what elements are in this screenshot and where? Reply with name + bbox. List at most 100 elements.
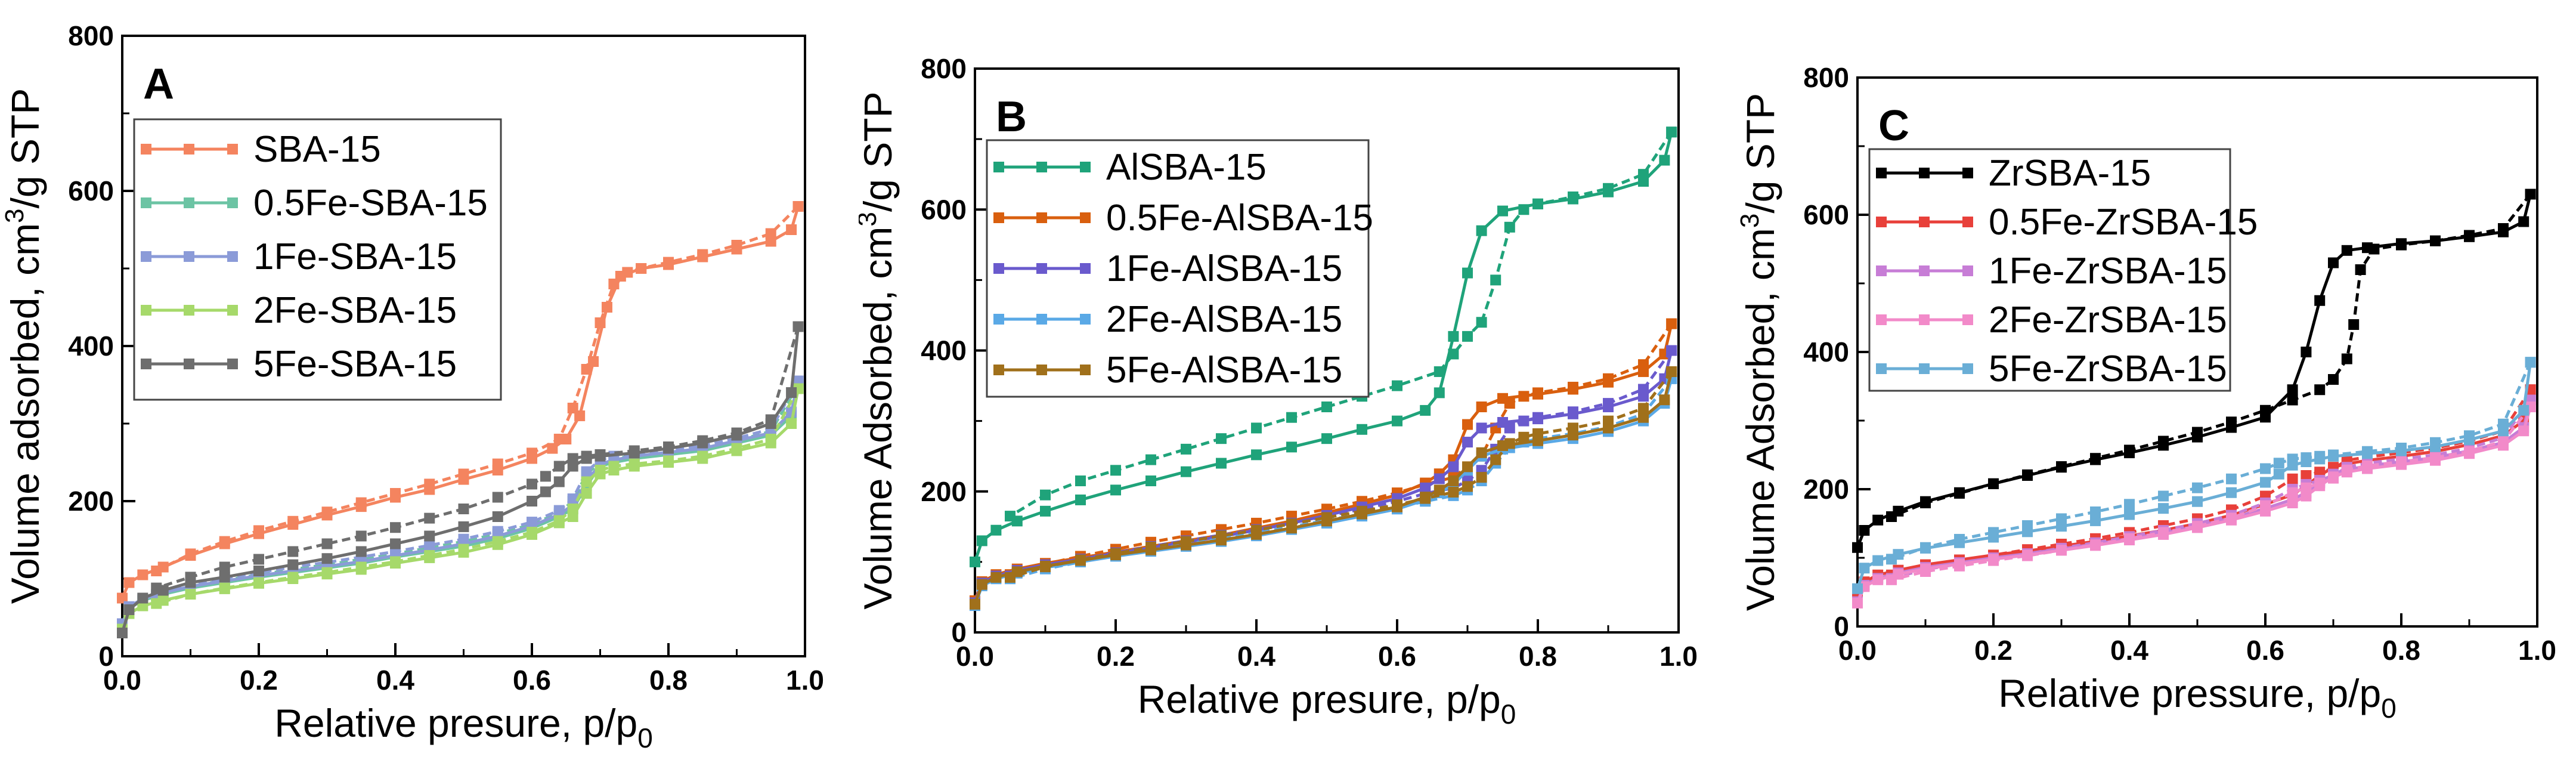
data-point bbox=[137, 569, 148, 580]
legend-marker bbox=[1080, 314, 1091, 325]
data-point bbox=[2287, 487, 2298, 498]
data-point bbox=[1659, 394, 1670, 406]
data-point bbox=[1110, 465, 1121, 476]
x-tick-label: 0.0 bbox=[1838, 635, 1877, 666]
data-point bbox=[492, 492, 503, 503]
data-point bbox=[458, 543, 469, 555]
data-point bbox=[1040, 489, 1051, 501]
panel-b: 0.0 0.2 0.4 0.6 0.8 1.0 0 200 400 600 800 Relative … bbox=[853, 0, 1717, 766]
data-point bbox=[1145, 475, 1156, 487]
x-axis-label-subscript: 0 bbox=[2381, 693, 2397, 724]
legend-marker bbox=[993, 365, 1004, 375]
data-point bbox=[2341, 353, 2352, 365]
data-point bbox=[1448, 475, 1459, 487]
data-point bbox=[185, 548, 196, 560]
desorption-line bbox=[1010, 350, 1673, 577]
data-point bbox=[1040, 561, 1051, 573]
legend-marker bbox=[1876, 314, 1887, 325]
data-point bbox=[492, 511, 503, 522]
legend: ZrSBA-15 0.5Fe-ZrSBA-15 1Fe-ZrSBA-15 2Fe-Zr… bbox=[1868, 148, 2258, 392]
data-point bbox=[1490, 274, 1501, 286]
data-point bbox=[1462, 461, 1473, 472]
data-point bbox=[2498, 436, 2509, 447]
series-5Fe-AlSBA-15 bbox=[970, 366, 1677, 610]
data-point bbox=[1433, 473, 1445, 484]
data-point bbox=[1392, 499, 1402, 511]
data-point bbox=[697, 249, 708, 260]
data-point bbox=[2260, 463, 2271, 474]
desorption-line bbox=[156, 380, 800, 596]
data-point bbox=[1286, 412, 1297, 423]
data-point bbox=[2362, 446, 2373, 457]
legend-box bbox=[133, 118, 502, 401]
data-point bbox=[2287, 498, 2298, 508]
legend-marker bbox=[1876, 265, 1887, 276]
data-point bbox=[2362, 460, 2373, 471]
desorption-line bbox=[156, 384, 800, 598]
desorption-line bbox=[156, 388, 800, 606]
x-axis-label-main: Relative presure, p/p bbox=[1138, 677, 1501, 721]
series-ZrSBA-15 bbox=[1852, 189, 2536, 553]
data-point bbox=[540, 486, 551, 498]
data-point bbox=[553, 434, 565, 444]
y-tick-label: 600 bbox=[921, 194, 967, 225]
data-point bbox=[2518, 404, 2529, 416]
data-point bbox=[2525, 189, 2536, 200]
data-point bbox=[2158, 436, 2169, 447]
y-tick-label: 200 bbox=[921, 476, 967, 507]
chart-panel-c: 0.0 0.2 0.4 0.6 0.8 1.0 0 200 400 600 800 Relative … bbox=[1735, 62, 2556, 724]
legend-label: ZrSBA-15 bbox=[1989, 153, 2151, 194]
data-point bbox=[628, 458, 640, 470]
legend-marker bbox=[184, 251, 194, 262]
data-point bbox=[1251, 422, 1262, 434]
legend-label: SBA-15 bbox=[253, 129, 381, 170]
data-point bbox=[1603, 373, 1614, 384]
data-point bbox=[636, 263, 647, 274]
x-tick-label: 1.0 bbox=[2518, 635, 2556, 666]
data-point bbox=[765, 228, 776, 239]
data-point bbox=[1954, 560, 1965, 572]
adsorption-line bbox=[973, 378, 1673, 606]
data-point bbox=[2192, 496, 2203, 507]
data-point bbox=[1357, 505, 1367, 517]
legend-marker bbox=[1080, 162, 1091, 172]
data-point bbox=[1005, 572, 1015, 583]
data-point bbox=[567, 504, 578, 514]
data-point bbox=[1251, 524, 1262, 536]
y-axis-label: Volume Adsorbed, cm3/g STP bbox=[859, 91, 900, 609]
legend-label: 2Fe-SBA-15 bbox=[253, 290, 457, 331]
adsorption-line bbox=[120, 206, 800, 599]
legend-marker bbox=[1919, 363, 1930, 374]
data-point bbox=[219, 572, 230, 583]
legend-label: 1Fe-ZrSBA-15 bbox=[1989, 251, 2227, 292]
data-point bbox=[553, 515, 565, 526]
data-point bbox=[2341, 245, 2352, 256]
data-point bbox=[1518, 391, 1530, 402]
data-point bbox=[151, 582, 162, 594]
x-tick-label: 0.2 bbox=[240, 665, 278, 696]
desorption-line bbox=[1010, 323, 1673, 576]
data-point bbox=[2301, 470, 2312, 481]
data-point bbox=[321, 553, 333, 564]
data-point bbox=[2226, 416, 2237, 428]
legend-marker bbox=[141, 197, 151, 208]
legend-label: 2Fe-AlSBA-15 bbox=[1106, 299, 1342, 340]
panel-c: 0.0 0.2 0.4 0.6 0.8 1.0 0 200 400 600 800 Relative … bbox=[1717, 0, 2576, 766]
legend-label: 0.5Fe-SBA-15 bbox=[253, 183, 488, 224]
y-tick-label: 800 bbox=[68, 20, 114, 51]
data-point bbox=[1448, 331, 1459, 342]
legend-item: 5Fe-ZrSBA-15 bbox=[1876, 348, 2227, 390]
data-point bbox=[219, 536, 230, 547]
data-point bbox=[253, 554, 264, 565]
y-tick-label: 800 bbox=[921, 53, 967, 84]
legend-item: 0.5Fe-ZrSBA-15 bbox=[1876, 202, 2258, 243]
legend-marker bbox=[993, 314, 1004, 325]
data-point bbox=[595, 465, 606, 475]
data-point bbox=[601, 302, 612, 313]
data-point bbox=[786, 387, 797, 398]
legend: AlSBA-15 0.5Fe-AlSBA-15 1Fe-AlSBA-15 2Fe-Al… bbox=[986, 139, 1373, 398]
data-point bbox=[1886, 574, 1897, 585]
data-point bbox=[2192, 427, 2203, 438]
data-point bbox=[2124, 533, 2135, 544]
data-point bbox=[765, 414, 776, 425]
